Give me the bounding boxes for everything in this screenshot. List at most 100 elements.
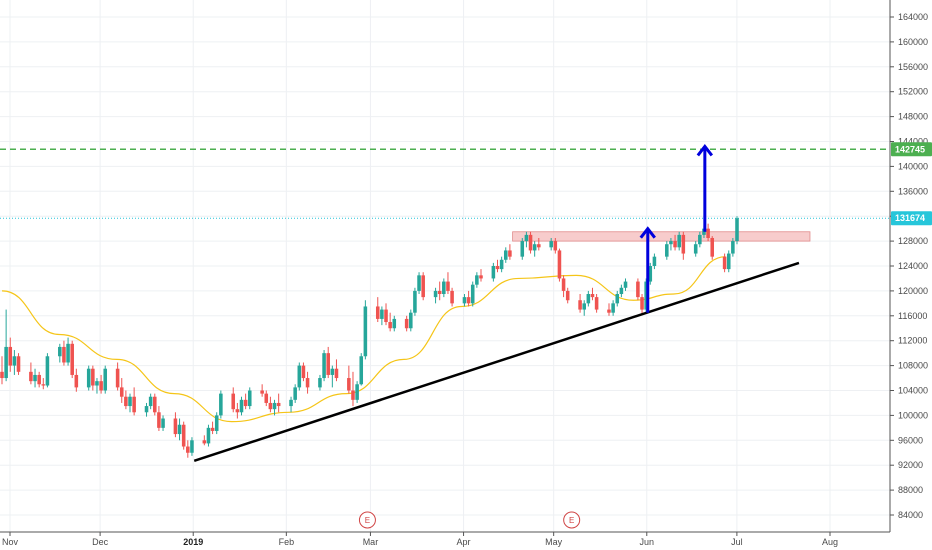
candle xyxy=(698,231,702,248)
candle-body xyxy=(0,371,4,379)
candle xyxy=(706,223,710,242)
y-tick-label: 120000 xyxy=(898,286,928,296)
candle-body xyxy=(384,309,388,323)
candle xyxy=(508,244,512,260)
candle-body xyxy=(359,356,364,385)
y-tick-label: 112000 xyxy=(898,336,927,346)
candle-body xyxy=(62,346,66,363)
candle-body xyxy=(681,234,686,254)
candle xyxy=(731,237,735,257)
candle xyxy=(62,340,66,366)
price-tag: 131674 xyxy=(891,211,932,226)
candle xyxy=(70,340,74,379)
candle-body xyxy=(652,256,657,266)
y-tick-label: 124000 xyxy=(898,261,928,271)
candle xyxy=(173,412,178,438)
candle xyxy=(623,278,628,291)
x-tick-label: Nov xyxy=(2,537,19,547)
candle-body xyxy=(70,343,74,375)
x-tick-label: Aug xyxy=(822,537,838,547)
candle-body xyxy=(404,318,409,329)
earnings-marker[interactable]: E xyxy=(358,511,376,529)
candle xyxy=(355,381,359,403)
candle xyxy=(206,424,211,447)
price-tag: 142745 xyxy=(891,142,932,157)
candle xyxy=(74,368,79,392)
candles-layer xyxy=(0,216,739,458)
candle-body xyxy=(698,234,702,245)
candle-body xyxy=(590,294,595,298)
earnings-marker[interactable]: E xyxy=(563,511,581,529)
candle xyxy=(557,248,562,282)
y-tick-label: 136000 xyxy=(898,186,928,196)
candle xyxy=(578,294,582,313)
y-tick-label: 116000 xyxy=(898,311,927,321)
candle xyxy=(462,294,467,307)
y-tick-label: 140000 xyxy=(898,161,928,171)
x-tick-label: Jul xyxy=(731,537,743,547)
candle-body xyxy=(503,250,508,260)
candle-body xyxy=(202,440,207,444)
candle xyxy=(404,315,409,332)
candle-body xyxy=(41,384,46,386)
candle-body xyxy=(565,290,570,301)
candle xyxy=(553,237,558,254)
candle-body xyxy=(677,234,681,248)
candle-body xyxy=(495,266,500,270)
candle xyxy=(549,237,553,251)
candle xyxy=(103,365,108,394)
candle xyxy=(219,390,223,419)
projection-arrow xyxy=(696,144,714,232)
candle xyxy=(615,290,620,307)
candle xyxy=(243,393,248,410)
candle xyxy=(726,250,731,273)
candle xyxy=(619,284,624,298)
candle xyxy=(665,241,669,260)
y-tick-label: 96000 xyxy=(898,435,923,445)
candle-body xyxy=(177,424,182,435)
trendline-layer xyxy=(193,261,800,463)
candle-body xyxy=(37,374,41,385)
candle-body xyxy=(388,322,392,329)
candle xyxy=(359,353,364,386)
candle-body xyxy=(186,446,190,453)
candle-body xyxy=(669,241,673,245)
candle xyxy=(8,337,13,372)
y-tick-label: 156000 xyxy=(898,62,928,72)
candle xyxy=(590,287,595,301)
candle xyxy=(640,294,644,314)
candle-body xyxy=(375,306,380,319)
candle-body xyxy=(462,297,467,304)
candle-body xyxy=(528,234,533,251)
earnings-marker-circle xyxy=(563,511,581,529)
candle-body xyxy=(99,381,103,391)
candle-body xyxy=(347,378,351,391)
candle-body xyxy=(499,259,504,270)
x-tick-label: Dec xyxy=(92,537,109,547)
candle-body xyxy=(206,427,211,444)
price-tag-background xyxy=(891,211,932,226)
candle xyxy=(177,418,182,441)
candle xyxy=(66,337,70,366)
candle-body xyxy=(442,281,446,295)
candle-body xyxy=(29,371,33,382)
candle-body xyxy=(437,290,442,295)
candle-body xyxy=(322,353,326,379)
candle-body xyxy=(305,378,310,388)
candle-body xyxy=(351,390,355,400)
candle-body xyxy=(607,309,611,313)
candle xyxy=(475,272,479,288)
price-tag-label: 142745 xyxy=(895,144,925,154)
candle-body xyxy=(231,393,236,410)
candle xyxy=(289,396,293,413)
y-tick-label: 128000 xyxy=(898,236,928,246)
candle xyxy=(190,437,194,456)
candle xyxy=(318,374,322,391)
candle xyxy=(582,300,586,316)
candle-body xyxy=(148,396,153,407)
candle xyxy=(693,241,698,257)
candle-body xyxy=(157,412,161,428)
candle xyxy=(293,384,297,403)
candle-body xyxy=(16,356,21,372)
